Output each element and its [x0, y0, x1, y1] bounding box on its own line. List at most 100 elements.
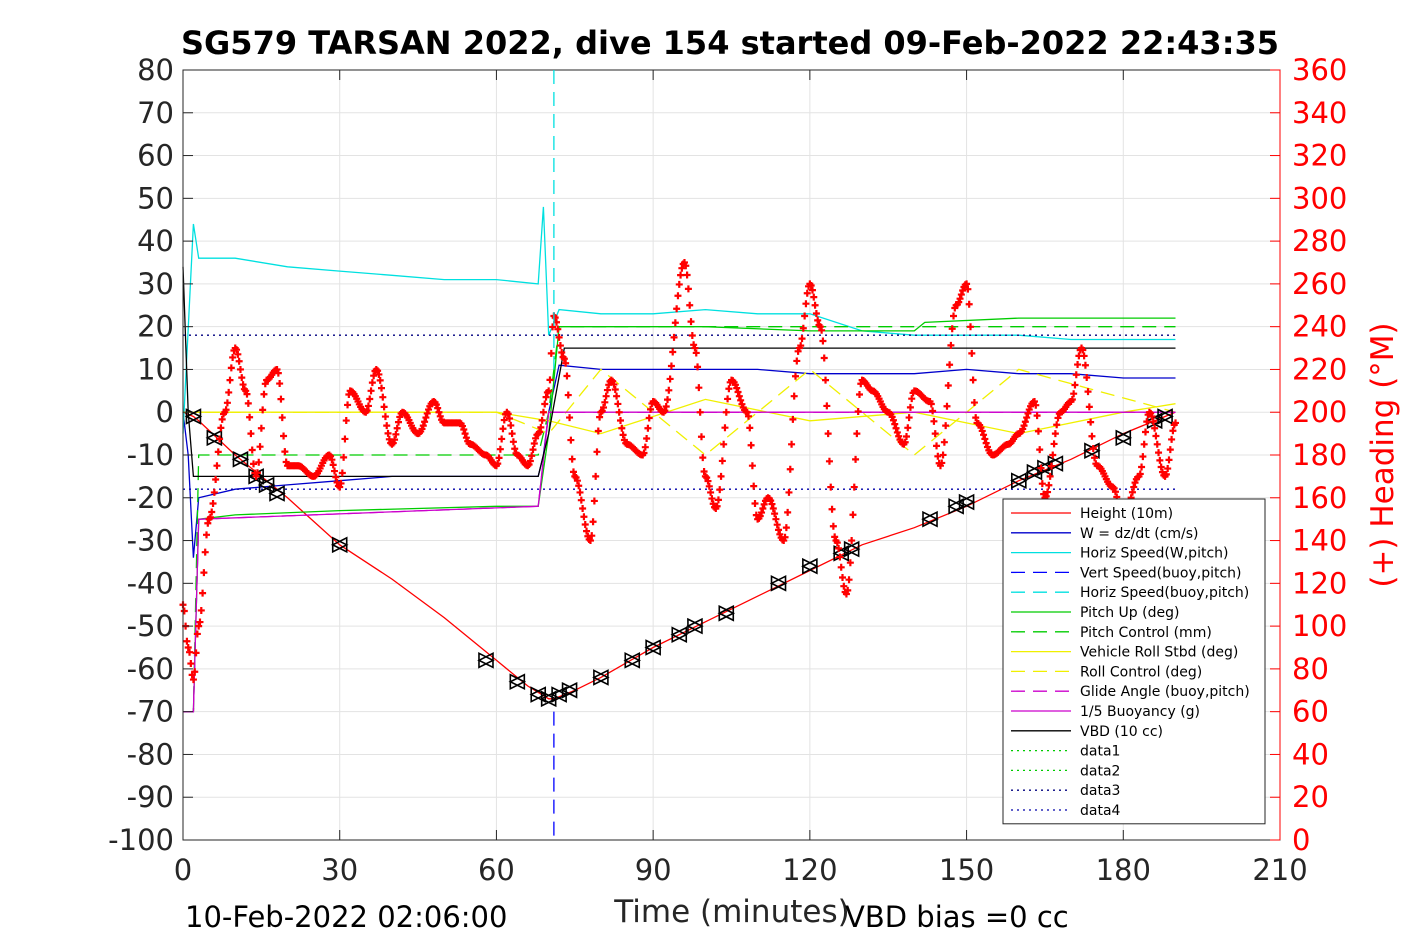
heading-point — [1138, 463, 1146, 471]
heading-point — [929, 407, 937, 415]
heading-point — [1083, 373, 1091, 381]
heading-point — [812, 309, 820, 317]
heading-point — [721, 424, 729, 432]
heading-point — [808, 286, 816, 294]
heading-point — [509, 438, 517, 446]
heading-point — [1045, 481, 1053, 489]
heading-point — [184, 644, 192, 651]
heading-point — [661, 407, 669, 415]
heading-point — [1047, 462, 1055, 470]
heading-point — [259, 406, 267, 414]
dive-marker — [1114, 429, 1133, 447]
heading-point — [229, 353, 237, 361]
dive-marker — [1083, 442, 1101, 460]
heading-point — [1156, 456, 1164, 464]
heading-point — [946, 361, 954, 369]
legend-entry: 1/5 Buoyancy (g) — [1011, 704, 1200, 720]
heading-point — [688, 332, 696, 340]
legend-entry: Vehicle Roll Stbd (deg) — [1011, 645, 1238, 661]
legend-label: data4 — [1080, 803, 1121, 819]
y-tick-label: -60 — [127, 652, 174, 686]
heading-point — [563, 372, 571, 380]
heading-point — [666, 375, 674, 383]
heading-point — [567, 436, 575, 444]
heading-point — [566, 414, 574, 422]
heading-point — [281, 448, 289, 456]
heading-point — [824, 430, 832, 438]
heading-point — [460, 426, 468, 434]
heading-point — [234, 350, 242, 358]
dive-marker — [560, 681, 579, 699]
heading-point — [1089, 444, 1097, 452]
heading-point — [889, 416, 897, 424]
heading-point — [1165, 456, 1173, 464]
dive-marker — [539, 690, 558, 708]
right-tick-label: 300 — [1292, 181, 1347, 215]
legend-entry: VBD (10 cc) — [1011, 724, 1163, 740]
heading-point — [421, 418, 429, 426]
heading-point — [938, 459, 946, 467]
heading-point — [206, 513, 214, 521]
heading-point — [1155, 449, 1163, 457]
heading-point — [673, 305, 681, 313]
heading-point — [236, 365, 244, 373]
dive-marker — [842, 540, 861, 558]
heading-point — [576, 488, 584, 496]
heading-point — [180, 607, 188, 615]
heading-point — [526, 457, 534, 465]
heading-point — [337, 479, 345, 487]
dive-marker — [184, 408, 203, 425]
right-tick-label: 200 — [1292, 395, 1347, 429]
heading-point — [1128, 488, 1136, 496]
heading-point — [189, 676, 197, 684]
right-tick-label: 140 — [1292, 524, 1347, 558]
heading-point — [611, 386, 619, 394]
heading-point — [854, 407, 862, 415]
heading-point — [603, 386, 611, 394]
heading-point — [699, 454, 707, 462]
heading-point — [542, 393, 550, 401]
heading-point — [797, 342, 805, 350]
heading-point — [768, 500, 776, 508]
heading-point — [822, 376, 830, 384]
heading-point — [893, 428, 901, 436]
heading-point — [276, 380, 284, 388]
legend-entry: data4 — [1011, 803, 1121, 819]
heading-point — [496, 445, 504, 453]
right-tick-label: 240 — [1292, 310, 1347, 344]
heading-point — [344, 401, 352, 409]
heading-point — [980, 431, 988, 439]
heading-point — [696, 408, 704, 416]
heading-point — [963, 280, 971, 288]
legend-label: Vert Speed(buoy,pitch) — [1080, 565, 1242, 581]
heading-point — [773, 521, 781, 529]
heading-point — [419, 422, 427, 430]
heading-point — [1141, 428, 1149, 436]
heading-point — [769, 504, 777, 512]
series-line-2 — [182, 206, 1176, 434]
heading-point — [733, 384, 741, 392]
heading-point — [1034, 427, 1042, 435]
heading-point — [1074, 361, 1082, 369]
heading-point — [970, 399, 978, 407]
right-tick-label: 40 — [1292, 737, 1329, 771]
heading-point — [678, 264, 686, 272]
heading-point — [775, 526, 783, 534]
heading-point — [383, 422, 391, 430]
heading-point — [1143, 418, 1151, 426]
dive-marker — [623, 652, 642, 669]
heading-point — [1044, 488, 1052, 496]
heading-point — [569, 468, 577, 476]
right-tick-label: 120 — [1292, 566, 1347, 600]
legend-entry: Vert Speed(buoy,pitch) — [1011, 565, 1242, 581]
dive-marker — [1025, 463, 1044, 481]
dive-marker — [947, 498, 965, 515]
heading-point — [238, 374, 246, 382]
heading-point — [554, 325, 562, 333]
heading-point — [700, 468, 708, 476]
heading-point — [675, 280, 683, 288]
heading-point — [682, 262, 690, 270]
heading-point — [580, 513, 588, 521]
heading-point — [1136, 470, 1144, 478]
heading-point — [195, 622, 203, 630]
